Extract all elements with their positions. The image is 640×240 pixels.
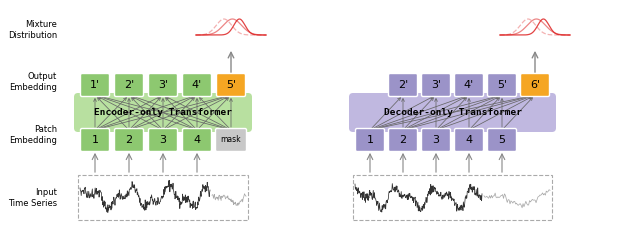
Text: 4: 4	[465, 135, 472, 145]
Text: 2': 2'	[398, 80, 408, 90]
FancyBboxPatch shape	[388, 73, 417, 96]
FancyBboxPatch shape	[520, 73, 550, 96]
Text: Patch
Embedding: Patch Embedding	[9, 125, 57, 145]
Text: 3': 3'	[158, 80, 168, 90]
FancyBboxPatch shape	[81, 73, 109, 96]
Text: 4': 4'	[464, 80, 474, 90]
FancyBboxPatch shape	[388, 128, 417, 151]
FancyBboxPatch shape	[81, 128, 109, 151]
Text: mask: mask	[221, 136, 241, 144]
Text: Mixture
Distribution: Mixture Distribution	[8, 20, 57, 40]
Text: 4': 4'	[192, 80, 202, 90]
Text: 1': 1'	[90, 80, 100, 90]
FancyBboxPatch shape	[488, 73, 516, 96]
Text: 2': 2'	[124, 80, 134, 90]
FancyBboxPatch shape	[454, 73, 483, 96]
Text: 5': 5'	[226, 80, 236, 90]
Text: 5: 5	[499, 135, 506, 145]
Text: 1: 1	[92, 135, 99, 145]
FancyBboxPatch shape	[488, 128, 516, 151]
FancyBboxPatch shape	[454, 128, 483, 151]
FancyBboxPatch shape	[216, 128, 246, 151]
Text: 5': 5'	[497, 80, 507, 90]
Text: 4: 4	[193, 135, 200, 145]
Text: Output
Embedding: Output Embedding	[9, 72, 57, 92]
Text: 2: 2	[125, 135, 132, 145]
FancyBboxPatch shape	[182, 73, 211, 96]
FancyBboxPatch shape	[216, 73, 246, 96]
Text: 6': 6'	[530, 80, 540, 90]
FancyBboxPatch shape	[115, 128, 143, 151]
FancyBboxPatch shape	[115, 73, 143, 96]
Text: 2: 2	[399, 135, 406, 145]
FancyBboxPatch shape	[422, 128, 451, 151]
FancyBboxPatch shape	[353, 175, 552, 220]
FancyBboxPatch shape	[355, 128, 385, 151]
FancyBboxPatch shape	[78, 175, 248, 220]
Text: Encoder-only Transformer: Encoder-only Transformer	[94, 108, 232, 117]
Text: 3': 3'	[431, 80, 441, 90]
Text: 1: 1	[367, 135, 374, 145]
Text: 3: 3	[159, 135, 166, 145]
Text: Decoder-only Transformer: Decoder-only Transformer	[383, 108, 522, 117]
Text: 3: 3	[433, 135, 440, 145]
FancyBboxPatch shape	[148, 73, 177, 96]
FancyBboxPatch shape	[422, 73, 451, 96]
FancyBboxPatch shape	[182, 128, 211, 151]
Text: Input
Time Series: Input Time Series	[8, 188, 57, 208]
FancyBboxPatch shape	[74, 93, 252, 132]
FancyBboxPatch shape	[148, 128, 177, 151]
FancyBboxPatch shape	[349, 93, 556, 132]
